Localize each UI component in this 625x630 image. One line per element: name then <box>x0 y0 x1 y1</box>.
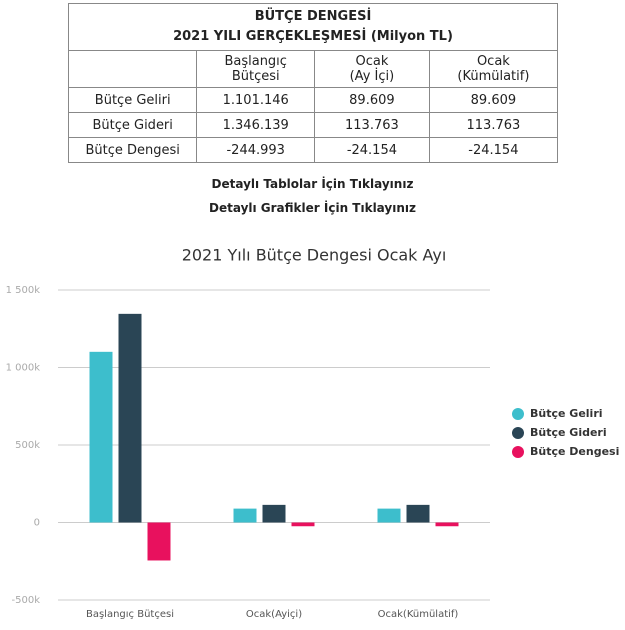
bar <box>147 522 171 561</box>
bar <box>435 522 459 527</box>
x-tick-label: Başlangıç Bütçesi <box>86 609 174 620</box>
table-cell: -24.154 <box>314 137 430 163</box>
legend-marker <box>512 446 524 458</box>
table-cell: Ocak (Kümülatif) <box>428 50 559 88</box>
bar <box>377 508 401 523</box>
table-cell: 1.101.146 <box>196 87 316 113</box>
table-cell: Başlangıç Bütçesi <box>196 50 316 88</box>
data-row: Bütçe Dengesi -244.993 -24.154 -24.154 <box>67 137 559 163</box>
table-cell: Bütçe Dengesi <box>67 137 198 163</box>
table-cell: Bütçe Geliri <box>67 87 198 113</box>
budget-table: BÜTÇE DENGESİ 2021 YILI GERÇEKLEŞMESİ (Mi… <box>67 3 559 163</box>
data-row: Bütçe Gideri 1.346.139 113.763 113.763 <box>67 112 559 138</box>
table-body: BÜTÇE DENGESİ 2021 YILI GERÇEKLEŞMESİ (Mi… <box>67 3 559 163</box>
table-cell: -24.154 <box>428 137 559 163</box>
title-row: BÜTÇE DENGESİ 2021 YILI GERÇEKLEŞMESİ (Mi… <box>68 3 558 51</box>
table-title: BÜTÇE DENGESİ <box>254 9 372 24</box>
y-tick-label: 1 000k <box>6 363 41 374</box>
table-cell <box>67 50 198 88</box>
table-cell: Bütçe Gideri <box>67 112 198 138</box>
bar <box>406 504 430 523</box>
x-tick-label: Ocak(Kümülatif) <box>378 609 459 620</box>
table-cell: 89.609 <box>314 87 430 113</box>
y-tick-label: -500k <box>12 595 41 606</box>
legend-marker <box>512 427 524 439</box>
table-subtitle: 2021 YILI GERÇEKLEŞMESİ (Milyon TL) <box>173 29 453 44</box>
table-title-cell: BÜTÇE DENGESİ 2021 YILI GERÇEKLEŞMESİ (Mi… <box>68 3 558 51</box>
table-cell: 113.763 <box>428 112 559 138</box>
table-cell: -244.993 <box>196 137 316 163</box>
bar <box>89 351 113 523</box>
header-row: Başlangıç Bütçesi Ocak (Ay İçi) Ocak (Kümü… <box>67 50 559 88</box>
y-tick-label: 500k <box>15 440 40 451</box>
x-tick-label: Ocak(Ayiçi) <box>246 609 302 620</box>
chart: 2021 Yılı Bütçe Dengesi Ocak Ayı -500k 0 5… <box>6 246 620 621</box>
legend-marker <box>512 408 524 420</box>
bar <box>291 522 315 527</box>
table-cell: 89.609 <box>428 87 559 113</box>
data-row: Bütçe Geliri 1.101.146 89.609 89.609 <box>67 87 559 113</box>
charts-link[interactable]: Detaylı Grafikler İçin Tıklayınız <box>209 201 416 215</box>
table-cell: 1.346.139 <box>196 112 316 138</box>
legend-label: Bütçe Dengesi <box>530 445 619 458</box>
legend-label: Bütçe Gideri <box>530 426 607 439</box>
y-tick-label: 1 500k <box>6 285 41 296</box>
table-cell: 113.763 <box>314 112 430 138</box>
chart-title: 2021 Yılı Bütçe Dengesi Ocak Ayı <box>182 246 447 265</box>
y-tick-label: 0 <box>34 518 40 529</box>
table-cell: Ocak (Ay İçi) <box>314 50 430 88</box>
bar <box>233 508 257 523</box>
bar <box>262 504 286 523</box>
tables-link[interactable]: Detaylı Tablolar İçin Tıklayınız <box>211 177 414 191</box>
legend-label: Bütçe Geliri <box>530 407 603 420</box>
bar <box>118 313 142 523</box>
